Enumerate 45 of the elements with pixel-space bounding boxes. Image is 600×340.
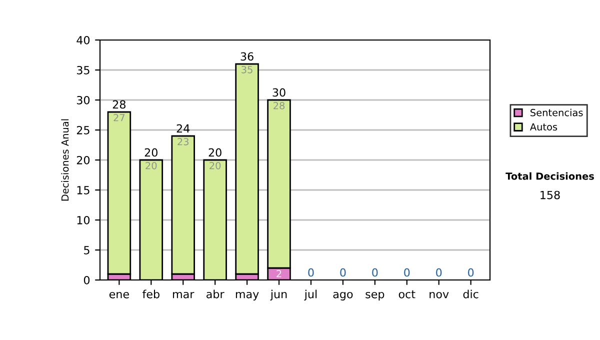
- legend-label: Autos: [530, 123, 558, 131]
- x-tick-label: abr: [206, 290, 224, 298]
- y-tick-label: 25: [76, 126, 90, 134]
- y-tick-label: 20: [76, 156, 90, 164]
- y-tick-label: 0: [84, 276, 90, 284]
- total-label: 0: [340, 268, 346, 277]
- total-label: 20: [208, 148, 222, 157]
- total-label: 20: [144, 148, 158, 157]
- x-tick-label: jul: [304, 290, 317, 300]
- y-tick-label: 5: [84, 246, 90, 254]
- y-axis-title: Decisiones Anual: [61, 119, 69, 201]
- text: Total Decisiones: [506, 172, 594, 180]
- y-tick-label: 35: [76, 66, 90, 74]
- y-tick-label: 30: [76, 96, 90, 104]
- x-tick-label: nov: [430, 292, 449, 298]
- data-label: 27: [114, 114, 125, 122]
- x-tick-label: sep: [366, 292, 384, 300]
- y-tick-label: 10: [77, 216, 90, 224]
- legend-label: Sentencias: [530, 108, 583, 116]
- x-tick-label: mar: [173, 292, 194, 298]
- total-label: 24: [176, 124, 190, 132]
- x-tick-label: feb: [142, 290, 160, 298]
- data-label: 35: [242, 66, 252, 74]
- x-tick-label: jun: [270, 290, 287, 300]
- data-label: 23: [178, 138, 189, 146]
- total-label: 0: [404, 268, 410, 277]
- total-label: 0: [372, 268, 378, 277]
- data-label: 20: [146, 162, 157, 170]
- x-tick-label: ago: [333, 292, 353, 300]
- data-label: 2: [276, 270, 282, 278]
- total-label: 30: [272, 88, 286, 97]
- x-tick-label: may: [236, 292, 259, 300]
- x-tick-label: oct: [398, 290, 416, 298]
- x-tick-label: ene: [109, 292, 129, 298]
- data-label: 20: [210, 162, 221, 170]
- text: 158: [540, 190, 560, 200]
- total-label: 36: [240, 52, 254, 61]
- total-label: 0: [468, 268, 474, 277]
- y-tick-label: 40: [76, 36, 90, 44]
- data-label: 28: [274, 102, 285, 110]
- x-tick-label: dic: [463, 290, 478, 298]
- total-label: 0: [436, 268, 442, 277]
- total-label: 0: [308, 268, 314, 277]
- total-label: 28: [112, 100, 126, 109]
- y-tick-label: 15: [77, 186, 90, 194]
